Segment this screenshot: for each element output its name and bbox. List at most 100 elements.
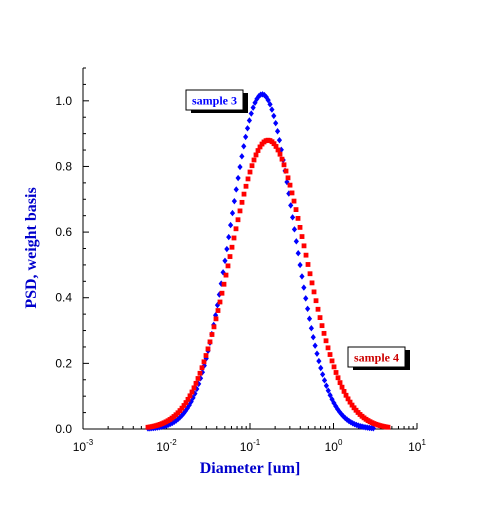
sample-3-point	[299, 273, 305, 280]
sample-4-point	[307, 271, 313, 277]
sample-3-point	[289, 214, 296, 221]
y-tick-label: 0.6	[55, 225, 72, 239]
sample-4-point	[229, 244, 235, 250]
sample-4-point	[351, 405, 357, 411]
sample-4-point	[325, 345, 331, 351]
sample-3-point	[321, 377, 328, 384]
sample-3-point	[271, 112, 277, 120]
sample-4-point	[321, 330, 327, 336]
sample-4-point	[239, 199, 245, 205]
sample-4-point	[277, 151, 283, 157]
sample-3-point	[273, 119, 279, 127]
sample-4-point	[291, 198, 297, 204]
sample-4-point	[215, 308, 221, 313]
sample-4-point	[319, 323, 325, 329]
legend-sample-4-text: sample 4	[354, 351, 399, 365]
sample-4-point	[279, 156, 285, 162]
sample-4-point	[241, 191, 247, 197]
sample-4-point	[323, 338, 329, 344]
sample-3-point	[269, 106, 275, 113]
sample-4-point	[197, 370, 203, 376]
sample-4-point	[201, 359, 207, 365]
sample-3-point	[276, 136, 283, 144]
sample-3-point	[291, 226, 298, 233]
x-tick-label: 100	[325, 438, 343, 454]
sample-3-point	[237, 163, 243, 171]
legend-layer: sample 3 sample 4	[185, 89, 410, 370]
sample-4-point	[247, 169, 253, 175]
sample-4-point	[205, 346, 211, 352]
sample-4-point	[251, 157, 257, 163]
sample-4-point	[293, 207, 299, 212]
sample-4-point	[289, 190, 295, 196]
sample-4-point	[243, 183, 249, 189]
sample-3-point	[263, 93, 269, 101]
sample-4-point	[341, 388, 347, 394]
sample-3-point	[246, 117, 252, 124]
sample-4-point	[179, 405, 185, 411]
sample-3-point	[350, 420, 356, 427]
sample-4-point	[249, 163, 255, 169]
sample-4-point	[271, 141, 277, 147]
sample-4-point	[223, 272, 229, 278]
sample-3-point	[338, 410, 345, 418]
sample-4-point	[331, 364, 337, 370]
y-tick-label: 1.0	[55, 94, 72, 108]
x-tick-label: 10-3	[73, 438, 94, 454]
sample-3-point	[250, 104, 256, 111]
sample-3-point	[327, 391, 333, 399]
y-tick-label: 0.4	[55, 291, 72, 305]
sample-4-point	[275, 147, 281, 153]
sample-4-point	[297, 224, 303, 230]
sample-3-point	[243, 133, 249, 141]
sample-4-point	[255, 148, 261, 153]
sample-4-point	[209, 332, 215, 337]
x-axis-title: Diameter [um]	[200, 460, 301, 477]
sample-4-point	[225, 263, 231, 269]
sample-4-point	[257, 144, 263, 150]
legend-sample-3: sample 3	[185, 89, 248, 113]
sample-3-point	[235, 174, 241, 182]
sample-4-point	[349, 402, 355, 408]
sample-3-point	[254, 95, 260, 103]
sample-4-point	[193, 380, 199, 386]
sample-3-point	[228, 221, 234, 229]
sample-3-point	[335, 405, 341, 413]
sample-4-point	[221, 281, 227, 287]
series-layer	[145, 91, 391, 432]
sample-4-point	[313, 298, 319, 304]
x-tick-label: 10-2	[156, 438, 177, 454]
sample-4-point	[337, 380, 343, 386]
sample-3-point	[295, 250, 301, 257]
sample-4-point	[317, 315, 323, 320]
sample-4-point	[311, 289, 317, 295]
sample-4-point	[211, 324, 217, 330]
sample-4-point	[231, 235, 237, 241]
sample-4-point	[253, 152, 259, 158]
sample-3-point	[318, 364, 324, 372]
sample-3-point	[310, 334, 316, 341]
legend-sample-4: sample 4	[347, 346, 410, 370]
sample-3-point	[306, 315, 313, 322]
sample-3-point	[320, 371, 326, 378]
sample-4-point	[187, 393, 193, 399]
y-tick-label: 0.8	[55, 159, 72, 173]
sample-4-point	[245, 176, 251, 182]
legend-sample-4-box	[347, 346, 406, 368]
sample-4-point	[213, 316, 219, 322]
sample-3-point	[248, 110, 254, 117]
sample-3-point	[308, 325, 314, 332]
y-tick-label: 0.0	[55, 422, 72, 436]
sample-4-point	[315, 306, 321, 312]
sample-4-point	[385, 424, 391, 430]
sample-3-point	[301, 284, 307, 291]
sample-4-point	[177, 408, 183, 413]
sample-4-point	[183, 400, 189, 405]
sample-4-point	[195, 376, 201, 381]
sample-3-point	[274, 128, 281, 135]
sample-4-point	[283, 168, 289, 174]
sample-4-point	[233, 226, 239, 232]
sample-3-point	[231, 197, 237, 205]
sample-4-point	[191, 385, 197, 391]
